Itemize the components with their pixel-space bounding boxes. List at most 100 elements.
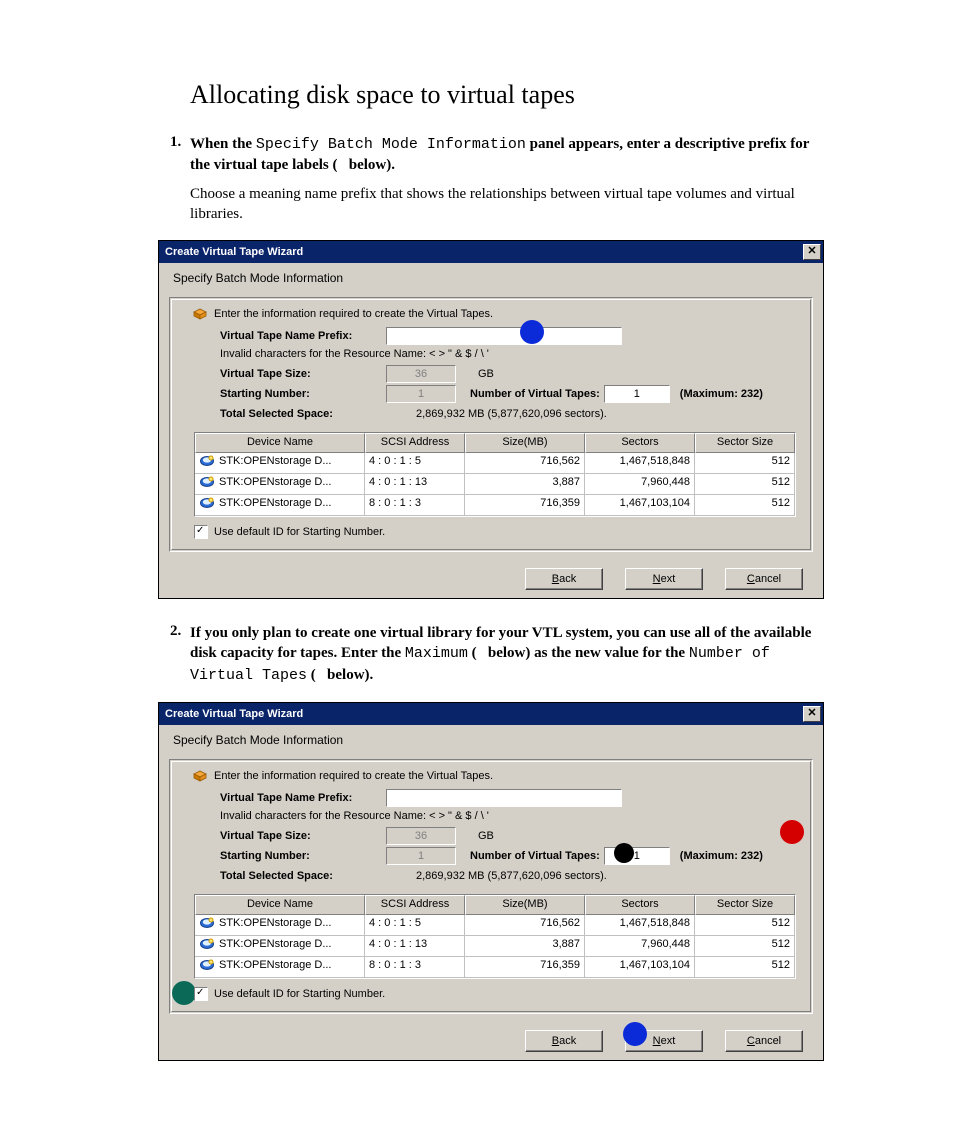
close-icon[interactable]: ✕ <box>803 244 821 260</box>
annot-d2-next <box>623 1022 647 1046</box>
total-label: Total Selected Space: <box>220 870 386 882</box>
disk-icon <box>199 917 215 929</box>
total-value: 2,869,932 MB (5,877,620,096 sectors). <box>416 408 607 420</box>
col-size-mb[interactable]: Size(MB) <box>465 895 585 915</box>
disk-icon <box>199 476 215 488</box>
size-input <box>386 365 456 383</box>
step-2-mono-a: Maximum <box>405 645 468 662</box>
total-label: Total Selected Space: <box>220 408 386 420</box>
disk-icon <box>199 497 215 509</box>
max-label: (Maximum: 232) <box>680 850 763 862</box>
table-row[interactable]: STK:OPENstorage D... 8 : 0 : 1 : 3 716,3… <box>195 957 795 978</box>
dialog-2-title: Create Virtual Tape Wizard <box>165 708 303 720</box>
table-row[interactable]: STK:OPENstorage D... 4 : 0 : 1 : 5 716,5… <box>195 915 795 936</box>
dialog-2-subheader: Specify Batch Mode Information <box>159 725 823 755</box>
table-row[interactable]: STK:OPENstorage D... 4 : 0 : 1 : 13 3,88… <box>195 474 795 495</box>
prefix-input[interactable] <box>386 789 622 807</box>
col-sectors[interactable]: Sectors <box>585 895 695 915</box>
cell: 716,562 <box>465 915 585 935</box>
step-1-number: 1. <box>170 134 181 151</box>
col-sector-size[interactable]: Sector Size <box>695 433 795 453</box>
size-unit: GB <box>478 830 494 842</box>
invalid-chars-note: Invalid characters for the Resource Name… <box>220 810 800 822</box>
cancel-button[interactable]: Cancel <box>725 568 803 590</box>
size-label: Virtual Tape Size: <box>220 368 386 380</box>
cell: 1,467,103,104 <box>585 957 695 977</box>
cell: 1,467,518,848 <box>585 453 695 473</box>
startnum-label: Starting Number: <box>220 388 386 400</box>
prefix-input[interactable] <box>386 327 622 345</box>
cell: STK:OPENstorage D... <box>219 938 331 950</box>
annot-d2-nvt <box>614 843 634 863</box>
col-device-name[interactable]: Device Name <box>195 895 365 915</box>
cell: STK:OPENstorage D... <box>219 959 331 971</box>
startnum-input <box>386 385 456 403</box>
cell: 7,960,448 <box>585 936 695 956</box>
cell: 4 : 0 : 1 : 13 <box>365 474 465 494</box>
cell: 8 : 0 : 1 : 3 <box>365 957 465 977</box>
cell: 716,359 <box>465 957 585 977</box>
dialog-2-instruction: Enter the information required to create… <box>214 770 493 782</box>
step-2-lead-e: below). <box>323 667 373 683</box>
table-row[interactable]: STK:OPENstorage D... 4 : 0 : 1 : 5 716,5… <box>195 453 795 474</box>
dialog-1: Create Virtual Tape Wizard ✕ Specify Bat… <box>158 240 824 599</box>
cell: 512 <box>695 915 795 935</box>
total-value: 2,869,932 MB (5,877,620,096 sectors). <box>416 870 607 882</box>
startnum-label: Starting Number: <box>220 850 386 862</box>
size-input <box>386 827 456 845</box>
cell: 716,562 <box>465 453 585 473</box>
step-1-lead: When the Specify Batch Mode Information … <box>190 134 824 176</box>
cell: 3,887 <box>465 936 585 956</box>
invalid-chars-note: Invalid characters for the Resource Name… <box>220 348 800 360</box>
use-default-label: Use default ID for Starting Number. <box>214 988 385 1000</box>
step-1-lead-a: When the <box>190 136 256 152</box>
startnum-input <box>386 847 456 865</box>
prefix-label: Virtual Tape Name Prefix: <box>220 330 386 342</box>
use-default-checkbox[interactable]: ✓ <box>194 987 208 1001</box>
cell: 4 : 0 : 1 : 5 <box>365 915 465 935</box>
device-table-1: Device Name SCSI Address Size(MB) Sector… <box>194 432 796 517</box>
size-unit: GB <box>478 368 494 380</box>
nvt-input[interactable] <box>604 385 670 403</box>
col-sectors[interactable]: Sectors <box>585 433 695 453</box>
box-icon <box>192 308 208 320</box>
cancel-button[interactable]: Cancel <box>725 1030 803 1052</box>
disk-icon <box>199 959 215 971</box>
use-default-checkbox[interactable]: ✓ <box>194 525 208 539</box>
col-sector-size[interactable]: Sector Size <box>695 895 795 915</box>
step-2-lead-d: ( <box>307 667 316 683</box>
box-icon <box>192 770 208 782</box>
cell: 3,887 <box>465 474 585 494</box>
back-button[interactable]: Back <box>525 568 603 590</box>
table-row[interactable]: STK:OPENstorage D... 4 : 0 : 1 : 13 3,88… <box>195 936 795 957</box>
size-label: Virtual Tape Size: <box>220 830 386 842</box>
cell: 512 <box>695 453 795 473</box>
col-scsi-address[interactable]: SCSI Address <box>365 895 465 915</box>
back-button[interactable]: Back <box>525 1030 603 1052</box>
cell: STK:OPENstorage D... <box>219 476 331 488</box>
step-1: 1. When the Specify Batch Mode Informati… <box>170 134 824 224</box>
step-2-lead-c: below) as the new value for the <box>484 645 689 661</box>
annot-d2-max <box>780 820 804 844</box>
col-device-name[interactable]: Device Name <box>195 433 365 453</box>
col-scsi-address[interactable]: SCSI Address <box>365 433 465 453</box>
next-button[interactable]: Next <box>625 568 703 590</box>
table-row[interactable]: STK:OPENstorage D... 8 : 0 : 1 : 3 716,3… <box>195 495 795 516</box>
col-size-mb[interactable]: Size(MB) <box>465 433 585 453</box>
dialog-1-instruction: Enter the information required to create… <box>214 308 493 320</box>
dialog-2: Create Virtual Tape Wizard ✕ Specify Bat… <box>158 702 824 1061</box>
cell: 1,467,518,848 <box>585 915 695 935</box>
cell: 4 : 0 : 1 : 5 <box>365 453 465 473</box>
cell: 7,960,448 <box>585 474 695 494</box>
annot-d2-check <box>172 981 196 1005</box>
cell: 512 <box>695 474 795 494</box>
step-2-lead-b: ( <box>468 645 477 661</box>
close-icon[interactable]: ✕ <box>803 706 821 722</box>
step-2: 2. If you only plan to create one virtua… <box>170 623 824 686</box>
dialog-1-subheader: Specify Batch Mode Information <box>159 263 823 293</box>
step-2-lead: If you only plan to create one virtual l… <box>190 623 824 686</box>
disk-icon <box>199 455 215 467</box>
max-label: (Maximum: 232) <box>680 388 763 400</box>
cell: 1,467,103,104 <box>585 495 695 515</box>
dialog-1-titlebar: Create Virtual Tape Wizard ✕ <box>159 241 823 263</box>
